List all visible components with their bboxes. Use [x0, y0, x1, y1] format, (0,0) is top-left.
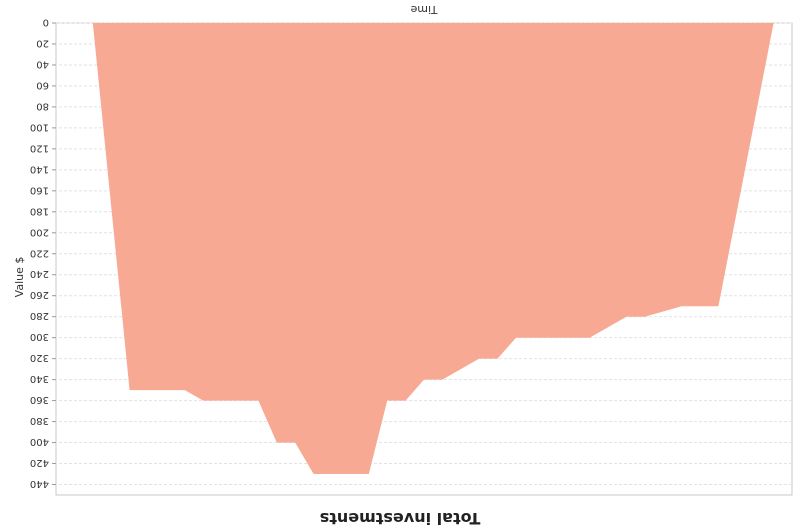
- y-tick-label: 340: [30, 373, 49, 384]
- y-tick-label: 420: [30, 457, 49, 468]
- y-tick-label: 100: [30, 121, 49, 132]
- y-tick-label: 140: [30, 163, 49, 174]
- y-tick-label: 220: [30, 247, 49, 258]
- y-tick-label: 40: [36, 58, 49, 69]
- y-tick-label: 200: [30, 226, 49, 237]
- chart-title: Total investments: [320, 509, 481, 528]
- y-tick-label: 20: [36, 37, 49, 48]
- y-tick-label: 120: [30, 142, 49, 153]
- y-tick-label: 0: [43, 17, 49, 28]
- y-tick-label: 60: [36, 79, 49, 90]
- chart-rotated-group: 0 20 40 60 80 100 120 140 160 180 200 220 240 260 280 3…: [13, 3, 793, 528]
- y-tick-label: 300: [30, 331, 49, 342]
- y-tick-label: 80: [36, 100, 49, 111]
- y-tick-label: 440: [30, 478, 49, 489]
- y-tick-label: 400: [30, 436, 49, 447]
- y-tick-label: 260: [30, 289, 49, 300]
- y-tick-label: 180: [30, 205, 49, 216]
- y-tick-label: 240: [30, 268, 49, 279]
- y-tick-label: 320: [30, 352, 49, 363]
- y-tick-label: 360: [30, 394, 49, 405]
- y-axis-tick-labels: 0 20 40 60 80 100 120 140 160 180 200 220 240 260 280 3…: [30, 17, 56, 489]
- area-series: [92, 23, 774, 474]
- y-tick-label: 380: [30, 415, 49, 426]
- x-axis-label: Time: [410, 3, 438, 16]
- y-axis-label: Value $: [13, 257, 26, 298]
- y-tick-label: 160: [30, 184, 49, 195]
- y-tick-label: 280: [30, 310, 49, 321]
